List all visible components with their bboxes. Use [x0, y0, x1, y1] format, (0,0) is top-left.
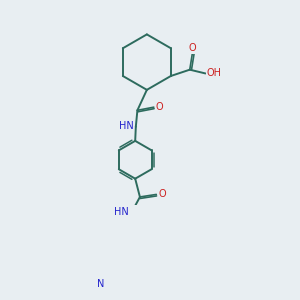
Text: O: O — [156, 102, 163, 112]
Text: HN: HN — [114, 207, 129, 218]
Text: HN: HN — [119, 121, 134, 131]
Text: N: N — [97, 279, 104, 289]
Text: O: O — [188, 43, 196, 53]
Text: OH: OH — [207, 68, 222, 79]
Text: O: O — [158, 189, 166, 200]
